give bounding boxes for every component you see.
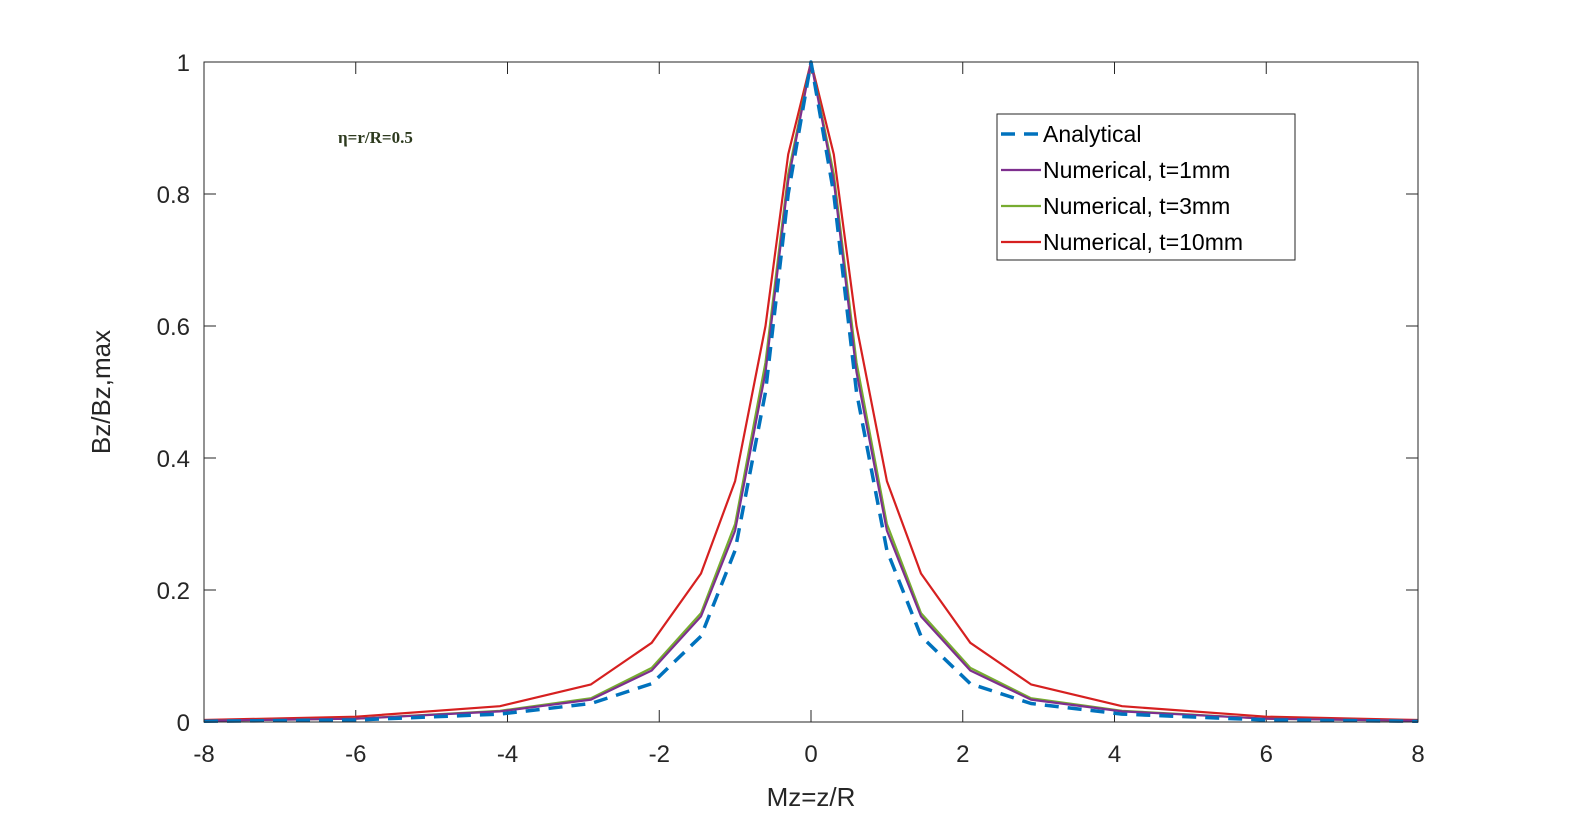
y-tick-label: 0.4 [157,446,190,473]
x-tick-label: -6 [345,741,366,768]
x-tick-label: 2 [956,741,969,768]
y-tick-label: 0.2 [157,578,190,605]
legend-box [996,113,1296,261]
y-tick-label: 0.6 [157,314,190,341]
x-tick-label: 4 [1108,741,1121,768]
x-tick-label: -4 [497,741,518,768]
tick-labels: -8 -6 -4 -2 0 2 4 6 8 0 0.2 0.4 0.6 0.8 1 [157,50,1425,768]
eta-annotation: η=r/R=0.5 [338,128,413,147]
y-tick-label: 0.8 [157,182,190,209]
legend-label: Numerical, t=1mm [1043,157,1230,183]
y-axis-label: Bz/Bz,max [86,330,116,454]
x-tick-label: 8 [1411,741,1424,768]
x-axis-label: Mz=z/R [767,782,856,812]
y-tick-label: 0 [177,710,190,737]
legend-label: Numerical, t=10mm [1043,229,1243,255]
x-tick-label: 6 [1260,741,1273,768]
legend-label: Analytical [1043,121,1141,147]
x-tick-label: -8 [193,741,214,768]
x-tick-label: 0 [804,741,817,768]
x-tick-label: -2 [649,741,670,768]
plot-frame [203,61,1419,723]
y-tick-label: 1 [177,50,190,77]
legend-label: Numerical, t=3mm [1043,193,1230,219]
legend: Analytical Numerical, t=1mm Numerical, t=3… [996,113,1296,261]
